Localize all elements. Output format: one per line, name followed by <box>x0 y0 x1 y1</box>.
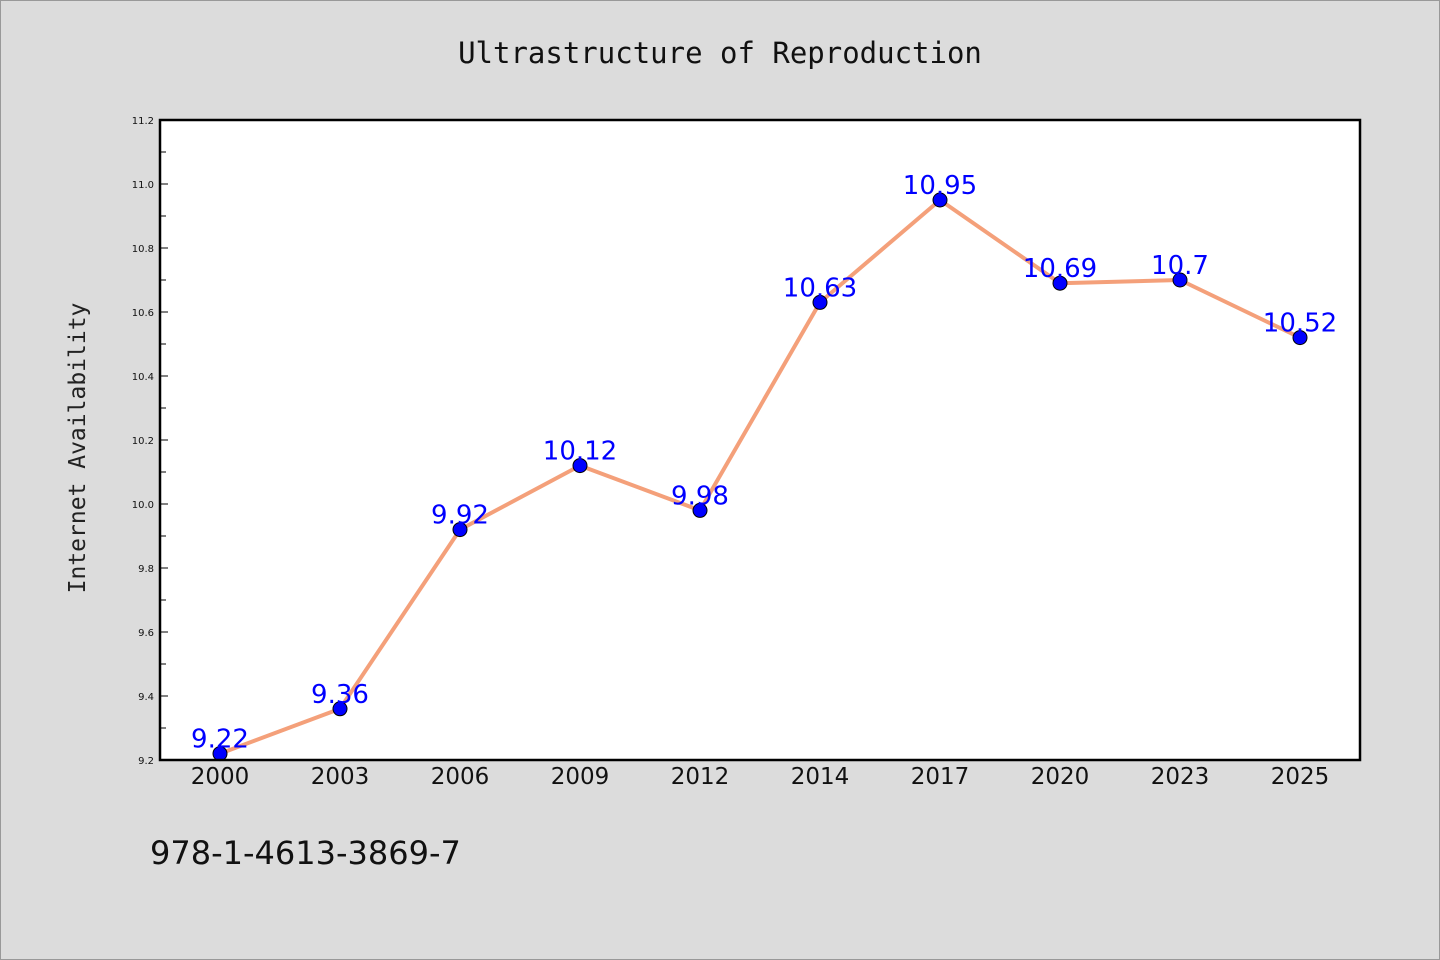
data-label: 9.22 <box>191 725 249 755</box>
y-tick-label: 9.4 <box>138 692 154 703</box>
y-tick-label: 11.0 <box>132 180 154 191</box>
x-axis: 2000 2003 2006 2009 2012 2014 2017 2020 2023 2025 <box>191 764 1330 790</box>
series-line <box>218 198 1302 756</box>
x-tick-label: 2009 <box>551 764 610 790</box>
data-point-marker <box>452 522 468 538</box>
data-point-marker <box>1292 330 1308 346</box>
plot-frame <box>158 118 1362 762</box>
y-tick-label: 10.0 <box>132 500 154 511</box>
x-tick-label: 2023 <box>1151 764 1210 790</box>
data-label: 10.12 <box>543 437 617 467</box>
data-label: 10.7 <box>1151 251 1209 281</box>
x-tick-label: 2003 <box>311 764 370 790</box>
y-tick-label: 10.2 <box>132 436 154 447</box>
chart-title: Ultrastructure of Reproduction <box>458 36 982 70</box>
data-labels-group: 9.22 9.36 9.92 10.12 9.98 10.63 10.95 10.69 10.7… <box>191 171 1337 755</box>
data-point-marker <box>932 192 948 208</box>
y-tick-label: 9.2 <box>138 756 154 767</box>
data-point-marker <box>332 701 348 717</box>
series-line-group <box>218 198 1302 756</box>
data-point-marker <box>572 458 588 474</box>
x-tick-label: 2014 <box>791 764 850 790</box>
data-label: 9.92 <box>431 501 489 531</box>
isbn-footer: 978-1-4613-3869-7 <box>150 834 461 872</box>
y-tick-label: 10.4 <box>132 372 154 383</box>
data-label: 10.52 <box>1263 309 1337 339</box>
data-label: 10.63 <box>783 273 857 303</box>
y-tick-label: 10.8 <box>132 244 154 255</box>
data-label: 9.36 <box>311 680 369 710</box>
y-tick-label: 9.6 <box>138 628 154 639</box>
y-axis: 9.2 9.4 9.6 9.8 10.0 10.2 10.4 10.6 10.8 11.0 11.2 <box>132 116 168 767</box>
y-tick-label: 9.8 <box>138 564 154 575</box>
data-label: 9.98 <box>671 481 729 511</box>
x-tick-label: 2006 <box>431 764 490 790</box>
data-point-marker <box>812 294 828 310</box>
x-tick-label: 2020 <box>1031 764 1090 790</box>
data-point-marker <box>692 502 708 518</box>
y-tick-label: 10.6 <box>132 308 154 319</box>
y-tick-label: 11.2 <box>132 116 154 127</box>
data-label: 10.95 <box>903 171 977 201</box>
x-tick-label: 2000 <box>191 764 250 790</box>
x-tick-label: 2025 <box>1271 764 1330 790</box>
x-tick-label: 2012 <box>671 764 730 790</box>
markers-group <box>212 192 1308 762</box>
y-axis-label: Internet Availability <box>65 303 91 594</box>
data-point-marker <box>1172 272 1188 288</box>
x-tick-label: 2017 <box>911 764 970 790</box>
data-label: 10.69 <box>1023 254 1097 284</box>
data-point-marker <box>1052 275 1068 291</box>
plot-area <box>160 120 1360 760</box>
